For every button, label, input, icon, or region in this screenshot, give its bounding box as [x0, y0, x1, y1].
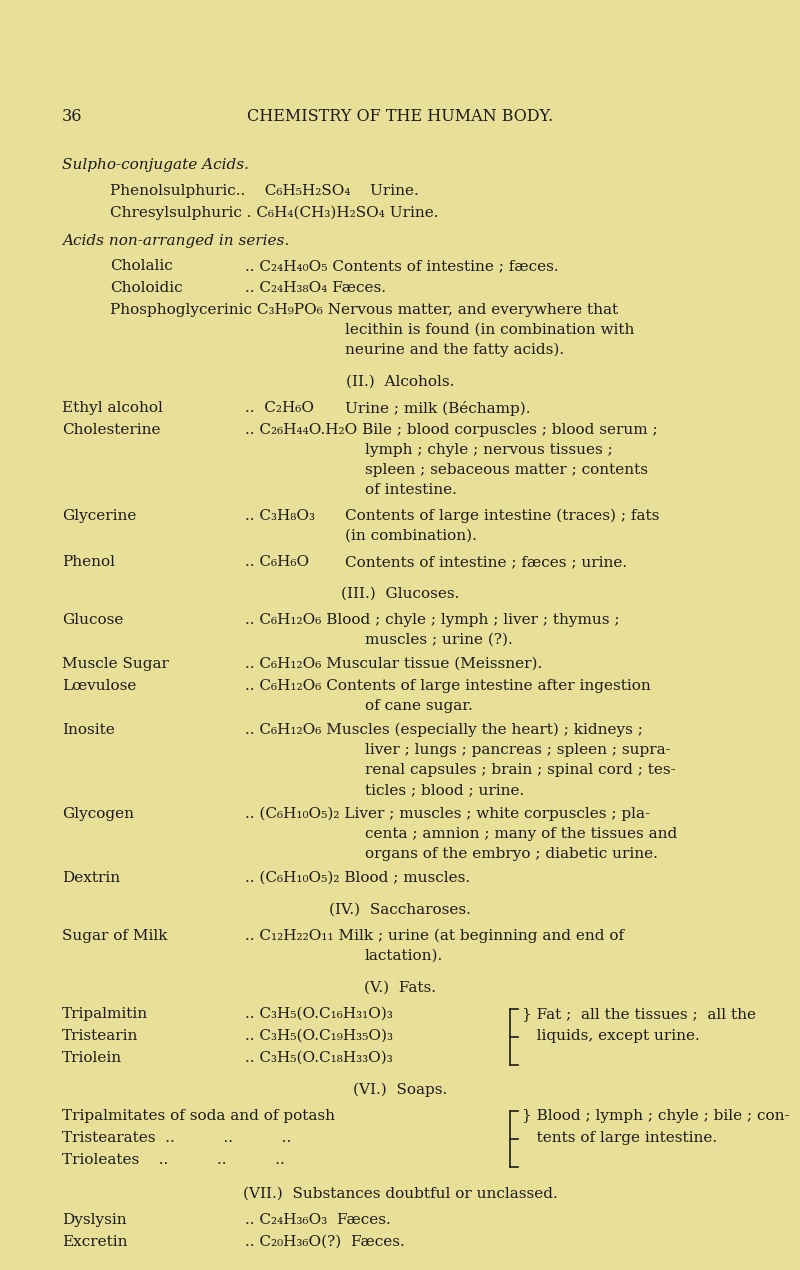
- Text: .. C₆H₁₂O₆ Contents of large intestine after ingestion: .. C₆H₁₂O₆ Contents of large intestine a…: [245, 679, 650, 693]
- Text: renal capsules ; brain ; spinal cord ; tes-: renal capsules ; brain ; spinal cord ; t…: [365, 763, 676, 777]
- Text: lecithin is found (in combination with: lecithin is found (in combination with: [345, 323, 634, 337]
- Text: 36: 36: [62, 108, 82, 124]
- Text: Cholalic: Cholalic: [110, 259, 173, 273]
- Text: Choloidic: Choloidic: [110, 281, 182, 295]
- Text: Dyslysin: Dyslysin: [62, 1213, 126, 1227]
- Text: Ethyl alcohol: Ethyl alcohol: [62, 401, 163, 415]
- Text: .. C₂₄H₃₆O₃  Fæces.: .. C₂₄H₃₆O₃ Fæces.: [245, 1213, 390, 1227]
- Text: .. C₃H₅(O.C₁₈H₃₃O)₃: .. C₃H₅(O.C₁₈H₃₃O)₃: [245, 1052, 393, 1066]
- Text: .. C₃H₅(O.C₁₆H₃₁O)₃: .. C₃H₅(O.C₁₆H₃₁O)₃: [245, 1007, 393, 1021]
- Text: Trioleates    ..          ..          ..: Trioleates .. .. ..: [62, 1153, 285, 1167]
- Text: Contents of large intestine (traces) ; fats: Contents of large intestine (traces) ; f…: [345, 509, 659, 523]
- Text: Inosite: Inosite: [62, 723, 114, 737]
- Text: Glucose: Glucose: [62, 613, 123, 627]
- Text: (III.)  Glucoses.: (III.) Glucoses.: [341, 587, 459, 601]
- Text: ticles ; blood ; urine.: ticles ; blood ; urine.: [365, 784, 524, 798]
- Text: .. C₃H₈O₃: .. C₃H₈O₃: [245, 509, 315, 523]
- Text: .. C₆H₁₂O₆ Blood ; chyle ; lymph ; liver ; thymus ;: .. C₆H₁₂O₆ Blood ; chyle ; lymph ; liver…: [245, 613, 619, 627]
- Text: .. C₃H₅(O.C₁₉H₃₅O)₃: .. C₃H₅(O.C₁₉H₃₅O)₃: [245, 1029, 393, 1043]
- Text: } Fat ;  all the tissues ;  all the: } Fat ; all the tissues ; all the: [522, 1007, 756, 1021]
- Text: Contents of intestine ; fæces ; urine.: Contents of intestine ; fæces ; urine.: [345, 555, 627, 569]
- Text: (II.)  Alcohols.: (II.) Alcohols.: [346, 375, 454, 389]
- Text: .. C₆H₁₂O₆ Muscular tissue (Meissner).: .. C₆H₁₂O₆ Muscular tissue (Meissner).: [245, 657, 542, 671]
- Text: Cholesterine: Cholesterine: [62, 423, 161, 437]
- Text: of intestine.: of intestine.: [365, 483, 457, 497]
- Text: (VI.)  Soaps.: (VI.) Soaps.: [353, 1083, 447, 1097]
- Text: lymph ; chyle ; nervous tissues ;: lymph ; chyle ; nervous tissues ;: [365, 443, 613, 457]
- Text: liquids, except urine.: liquids, except urine.: [522, 1029, 700, 1043]
- Text: Tristearin: Tristearin: [62, 1029, 138, 1043]
- Text: } Blood ; lymph ; chyle ; bile ; con-: } Blood ; lymph ; chyle ; bile ; con-: [522, 1109, 790, 1123]
- Text: .. C₂₆H₄₄O.H₂O Bile ; blood corpuscles ; blood serum ;: .. C₂₆H₄₄O.H₂O Bile ; blood corpuscles ;…: [245, 423, 658, 437]
- Text: (VII.)  Substances doubtful or unclassed.: (VII.) Substances doubtful or unclassed.: [242, 1187, 558, 1201]
- Text: (in combination).: (in combination).: [345, 530, 477, 544]
- Text: lactation).: lactation).: [365, 949, 443, 963]
- Text: .. (C₆H₁₀O₅)₂ Liver ; muscles ; white corpuscles ; pla-: .. (C₆H₁₀O₅)₂ Liver ; muscles ; white co…: [245, 806, 650, 822]
- Text: neurine and the fatty acids).: neurine and the fatty acids).: [345, 343, 564, 357]
- Text: (V.)  Fats.: (V.) Fats.: [364, 980, 436, 994]
- Text: of cane sugar.: of cane sugar.: [365, 698, 473, 712]
- Text: .. C₁₂H₂₂O₁₁ Milk ; urine (at beginning and end of: .. C₁₂H₂₂O₁₁ Milk ; urine (at beginning …: [245, 928, 624, 944]
- Text: Sugar of Milk: Sugar of Milk: [62, 928, 167, 944]
- Text: Urine ; milk (Béchamp).: Urine ; milk (Béchamp).: [345, 401, 530, 417]
- Text: Tripalmitin: Tripalmitin: [62, 1007, 148, 1021]
- Text: Glycogen: Glycogen: [62, 806, 134, 820]
- Text: Chresylsulphuric . C₆H₄(CH₃)H₂SO₄ Urine.: Chresylsulphuric . C₆H₄(CH₃)H₂SO₄ Urine.: [110, 206, 438, 221]
- Text: liver ; lungs ; pancreas ; spleen ; supra-: liver ; lungs ; pancreas ; spleen ; supr…: [365, 743, 670, 757]
- Text: Phenolsulphuric..    C₆H₅H₂SO₄    Urine.: Phenolsulphuric.. C₆H₅H₂SO₄ Urine.: [110, 184, 418, 198]
- Text: Glycerine: Glycerine: [62, 509, 136, 523]
- Text: Lœvulose: Lœvulose: [62, 679, 136, 693]
- Text: .. (C₆H₁₀O₅)₂ Blood ; muscles.: .. (C₆H₁₀O₅)₂ Blood ; muscles.: [245, 871, 470, 885]
- Text: centa ; amnion ; many of the tissues and: centa ; amnion ; many of the tissues and: [365, 827, 678, 841]
- Text: Dextrin: Dextrin: [62, 871, 120, 885]
- Text: Muscle Sugar: Muscle Sugar: [62, 657, 169, 671]
- Text: Sulpho-conjugate Acids.: Sulpho-conjugate Acids.: [62, 157, 249, 171]
- Text: Excretin: Excretin: [62, 1234, 127, 1248]
- Text: Phenol: Phenol: [62, 555, 115, 569]
- Text: .. C₂₄H₄₀O₅ Contents of intestine ; fæces.: .. C₂₄H₄₀O₅ Contents of intestine ; fæce…: [245, 259, 558, 273]
- Text: Tristearates  ..          ..          ..: Tristearates .. .. ..: [62, 1132, 291, 1146]
- Text: muscles ; urine (?).: muscles ; urine (?).: [365, 632, 513, 646]
- Text: ..  C₂H₆O: .. C₂H₆O: [245, 401, 314, 415]
- Text: .. C₆H₁₂O₆ Muscles (especially the heart) ; kidneys ;: .. C₆H₁₂O₆ Muscles (especially the heart…: [245, 723, 643, 738]
- Text: tents of large intestine.: tents of large intestine.: [522, 1132, 717, 1146]
- Text: Phosphoglycerinic C₃H₉PO₆ Nervous matter, and everywhere that: Phosphoglycerinic C₃H₉PO₆ Nervous matter…: [110, 304, 618, 318]
- Text: organs of the embryo ; diabetic urine.: organs of the embryo ; diabetic urine.: [365, 847, 658, 861]
- Text: .. C₂₀H₃₆O(?)  Fæces.: .. C₂₀H₃₆O(?) Fæces.: [245, 1234, 405, 1248]
- Text: Tripalmitates of soda and of potash: Tripalmitates of soda and of potash: [62, 1109, 335, 1123]
- Text: .. C₂₄H₃₈O₄ Fæces.: .. C₂₄H₃₈O₄ Fæces.: [245, 281, 386, 295]
- Text: Triolein: Triolein: [62, 1052, 122, 1066]
- Text: .. C₆H₆O: .. C₆H₆O: [245, 555, 309, 569]
- Text: Acids non-arranged in series.: Acids non-arranged in series.: [62, 234, 290, 248]
- Text: (IV.)  Saccharoses.: (IV.) Saccharoses.: [329, 903, 471, 917]
- Text: CHEMISTRY OF THE HUMAN BODY.: CHEMISTRY OF THE HUMAN BODY.: [247, 108, 553, 124]
- Text: spleen ; sebaceous matter ; contents: spleen ; sebaceous matter ; contents: [365, 464, 648, 478]
